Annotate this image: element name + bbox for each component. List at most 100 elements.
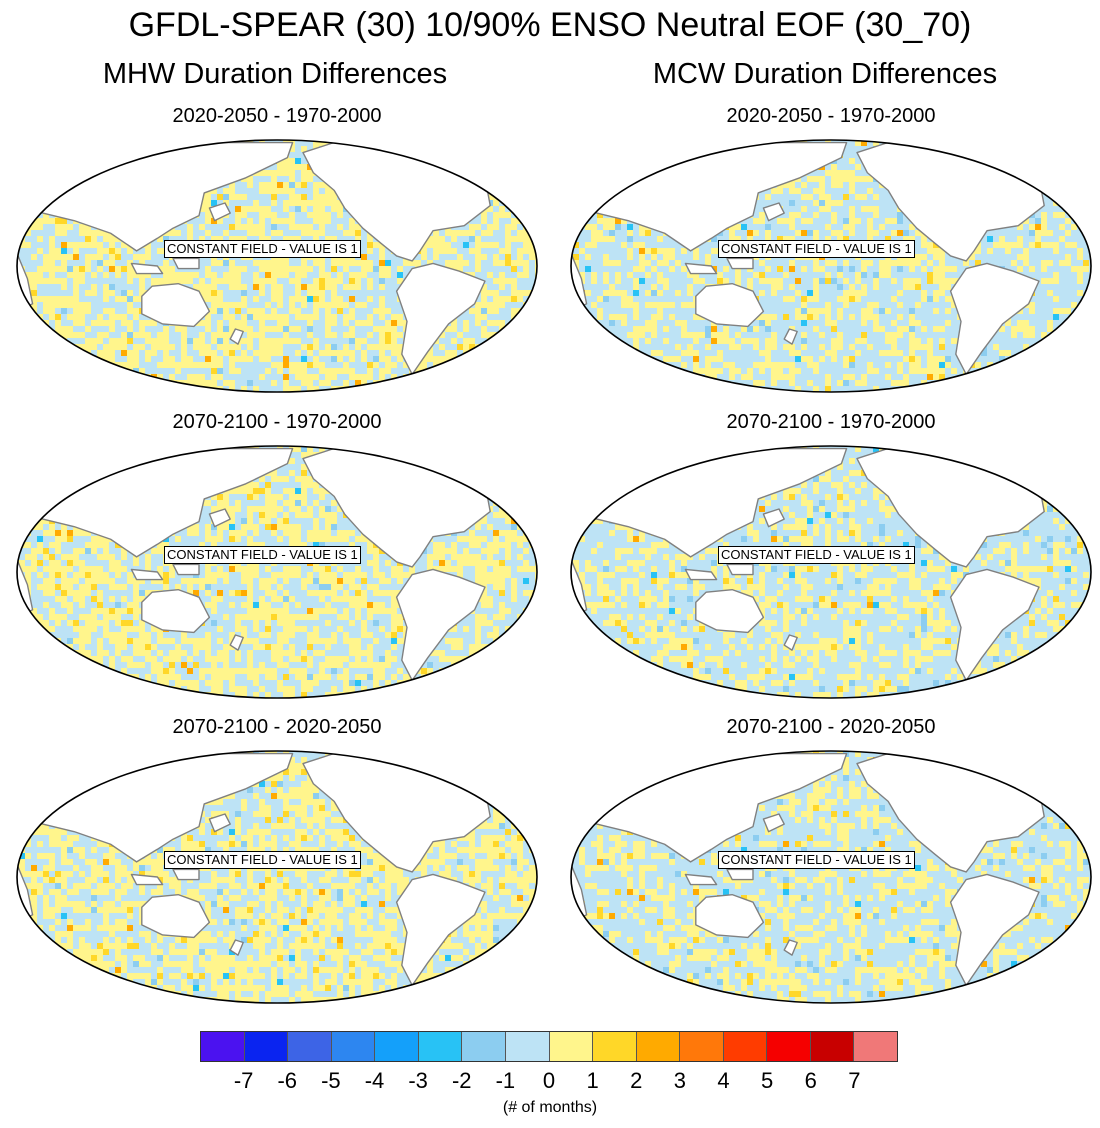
grid-cell xyxy=(229,380,235,386)
grid-cell xyxy=(759,272,765,278)
grid-cell xyxy=(915,260,921,266)
grid-cell xyxy=(1047,236,1053,242)
grid-cell xyxy=(283,308,289,314)
grid-cell xyxy=(903,296,909,302)
grid-cell xyxy=(331,380,337,386)
grid-cell xyxy=(813,266,819,272)
grid-cell xyxy=(463,320,469,326)
grid-cell xyxy=(741,224,747,230)
grid-cell xyxy=(487,248,493,254)
grid-cell xyxy=(463,260,469,266)
grid-cell xyxy=(603,248,609,254)
grid-cell xyxy=(253,266,259,272)
grid-cell xyxy=(597,272,603,278)
grid-cell xyxy=(181,278,187,284)
grid-cell xyxy=(121,260,127,266)
grid-cell xyxy=(139,320,145,326)
grid-cell xyxy=(169,350,175,356)
grid-cell xyxy=(331,290,337,296)
grid-cell xyxy=(151,332,157,338)
grid-cell xyxy=(475,266,481,272)
grid-cell xyxy=(85,344,91,350)
grid-cell xyxy=(379,278,385,284)
grid-cell xyxy=(927,260,933,266)
grid-cell xyxy=(397,338,403,344)
grid-cell xyxy=(307,200,313,206)
grid-cell xyxy=(499,308,505,314)
grid-cell xyxy=(957,266,963,272)
grid-cell xyxy=(187,350,193,356)
grid-cell xyxy=(229,308,235,314)
grid-cell xyxy=(31,278,37,284)
grid-cell xyxy=(987,248,993,254)
grid-cell xyxy=(849,158,855,164)
grid-cell xyxy=(843,176,849,182)
grid-cell xyxy=(427,362,433,368)
grid-cell xyxy=(133,314,139,320)
grid-cell xyxy=(277,308,283,314)
grid-cell xyxy=(627,230,633,236)
grid-cell xyxy=(651,290,657,296)
grid-cell xyxy=(445,356,451,362)
grid-cell xyxy=(615,266,621,272)
grid-cell xyxy=(79,242,85,248)
grid-cell xyxy=(349,236,355,242)
grid-cell xyxy=(367,374,373,380)
land-south-america xyxy=(395,262,486,376)
grid-cell xyxy=(945,296,951,302)
grid-cell xyxy=(397,344,403,350)
grid-cell xyxy=(199,368,205,374)
grid-cell xyxy=(427,242,433,248)
grid-cell xyxy=(505,248,511,254)
grid-cell xyxy=(651,254,657,260)
grid-cell xyxy=(645,296,651,302)
grid-cell xyxy=(669,248,675,254)
grid-cell xyxy=(235,284,241,290)
grid-cell xyxy=(523,278,529,284)
grid-cell xyxy=(109,338,115,344)
grid-cell xyxy=(319,380,325,386)
grid-cell xyxy=(523,242,529,248)
grid-cell xyxy=(1047,278,1053,284)
grid-cell xyxy=(307,140,313,146)
grid-cell xyxy=(127,278,133,284)
grid-cell xyxy=(229,194,235,200)
grid-cell xyxy=(163,338,169,344)
grid-cell xyxy=(615,314,621,320)
grid-cell xyxy=(379,302,385,308)
grid-cell xyxy=(523,296,529,302)
grid-cell xyxy=(223,326,229,332)
grid-cell xyxy=(307,284,313,290)
grid-cell xyxy=(283,182,289,188)
grid-cell xyxy=(379,254,385,260)
grid-cell xyxy=(801,224,807,230)
grid-cell xyxy=(819,302,825,308)
grid-cell xyxy=(157,362,163,368)
grid-cell xyxy=(385,344,391,350)
grid-cell xyxy=(283,158,289,164)
grid-cell xyxy=(343,272,349,278)
grid-cell xyxy=(283,332,289,338)
grid-cell xyxy=(247,212,253,218)
grid-cell xyxy=(505,272,511,278)
grid-cell xyxy=(79,272,85,278)
grid-cell xyxy=(391,326,397,332)
grid-cell xyxy=(31,272,37,278)
grid-cell xyxy=(933,248,939,254)
grid-cell xyxy=(771,308,777,314)
grid-cell xyxy=(121,332,127,338)
grid-cell xyxy=(885,290,891,296)
grid-cell xyxy=(885,218,891,224)
grid-cell xyxy=(355,224,361,230)
grid-cell xyxy=(265,314,271,320)
grid-cell xyxy=(295,266,301,272)
grid-cell xyxy=(175,326,181,332)
grid-cell xyxy=(139,332,145,338)
grid-cell xyxy=(301,194,307,200)
grid-cell xyxy=(987,242,993,248)
grid-cell xyxy=(157,272,163,278)
grid-cell xyxy=(349,362,355,368)
grid-cell xyxy=(235,386,241,392)
grid-cell xyxy=(43,254,49,260)
grid-cell xyxy=(687,254,693,260)
